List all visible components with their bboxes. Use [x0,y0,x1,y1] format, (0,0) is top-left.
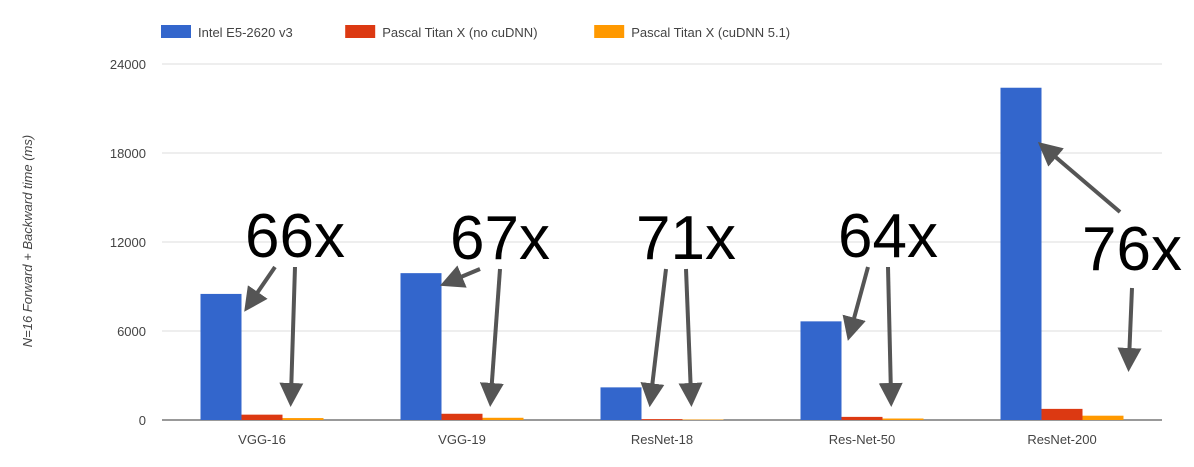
bar-vgg-16-series-3 [282,418,324,420]
legend-label: Pascal Titan X (no cuDNN) [382,25,537,40]
annotation-arrow [279,266,304,407]
annotation-arrow [640,268,668,408]
annotation-arrow [842,266,870,341]
bar-res-net-50-series-3 [882,418,924,420]
y-tick-label: 12000 [110,235,146,250]
y-tick-label: 24000 [110,57,146,72]
bar-resnet-200-series-1 [1000,87,1042,420]
bar-vgg-19-series-2 [441,413,483,420]
annotation-arrow [479,268,504,407]
bar-vgg-16-series-2 [241,414,283,420]
speedup-annotations: 66x 67x 71x 64x 76x [245,202,1182,284]
annotation-arrows [244,141,1142,408]
bar-res-net-50-series-2 [841,416,883,420]
speedup-label: 66x [245,202,345,271]
legend-swatch [594,25,625,38]
legend-label: Intel E5-2620 v3 [198,25,293,40]
gridlines [162,63,1162,421]
annotation-arrow [878,266,903,407]
bar-resnet-18-series-1 [600,387,642,420]
bar-resnet-200-series-3 [1082,415,1124,420]
bar-vgg-19-series-1 [400,273,442,420]
y-tick-label: 18000 [110,146,146,161]
annotation-arrow [1037,141,1122,214]
legend-swatch [345,25,376,38]
bar-vgg-16-series-1 [200,293,242,420]
bar-res-net-50-series-1 [800,321,842,420]
speedup-label: 67x [450,204,550,273]
speedup-label: 64x [838,202,938,271]
x-tick-label: Res-Net-50 [829,432,895,447]
y-tick-label: 0 [139,413,146,428]
annotation-arrow [678,268,703,407]
bar-resnet-18-series-2 [641,419,683,420]
annotation-arrow [1117,287,1142,372]
annotation-arrow [244,265,277,312]
y-tick-label: 6000 [117,324,146,339]
annotation-arrow [439,265,481,288]
legend: Intel E5-2620 v3 Pascal Titan X (no cuDNN… [161,25,790,40]
bar-vgg-19-series-3 [482,417,524,420]
speedup-label: 76x [1082,215,1182,284]
legend-label: Pascal Titan X (cuDNN 5.1) [631,25,790,40]
x-tick-label: VGG-16 [238,432,286,447]
x-tick-label: VGG-19 [438,432,486,447]
y-axis-ticks: 0 6000 12000 18000 24000 [110,57,146,428]
speedup-label: 71x [636,204,736,273]
x-tick-label: ResNet-200 [1027,432,1096,447]
x-axis-ticks: VGG-16 VGG-19 ResNet-18 Res-Net-50 ResNet-20… [238,432,1097,447]
bar-resnet-200-series-2 [1041,408,1083,420]
bars [200,87,1124,420]
legend-swatch [161,25,191,38]
x-tick-label: ResNet-18 [631,432,693,447]
y-axis-label: N=16 Forward + Backward time (ms) [20,135,35,347]
